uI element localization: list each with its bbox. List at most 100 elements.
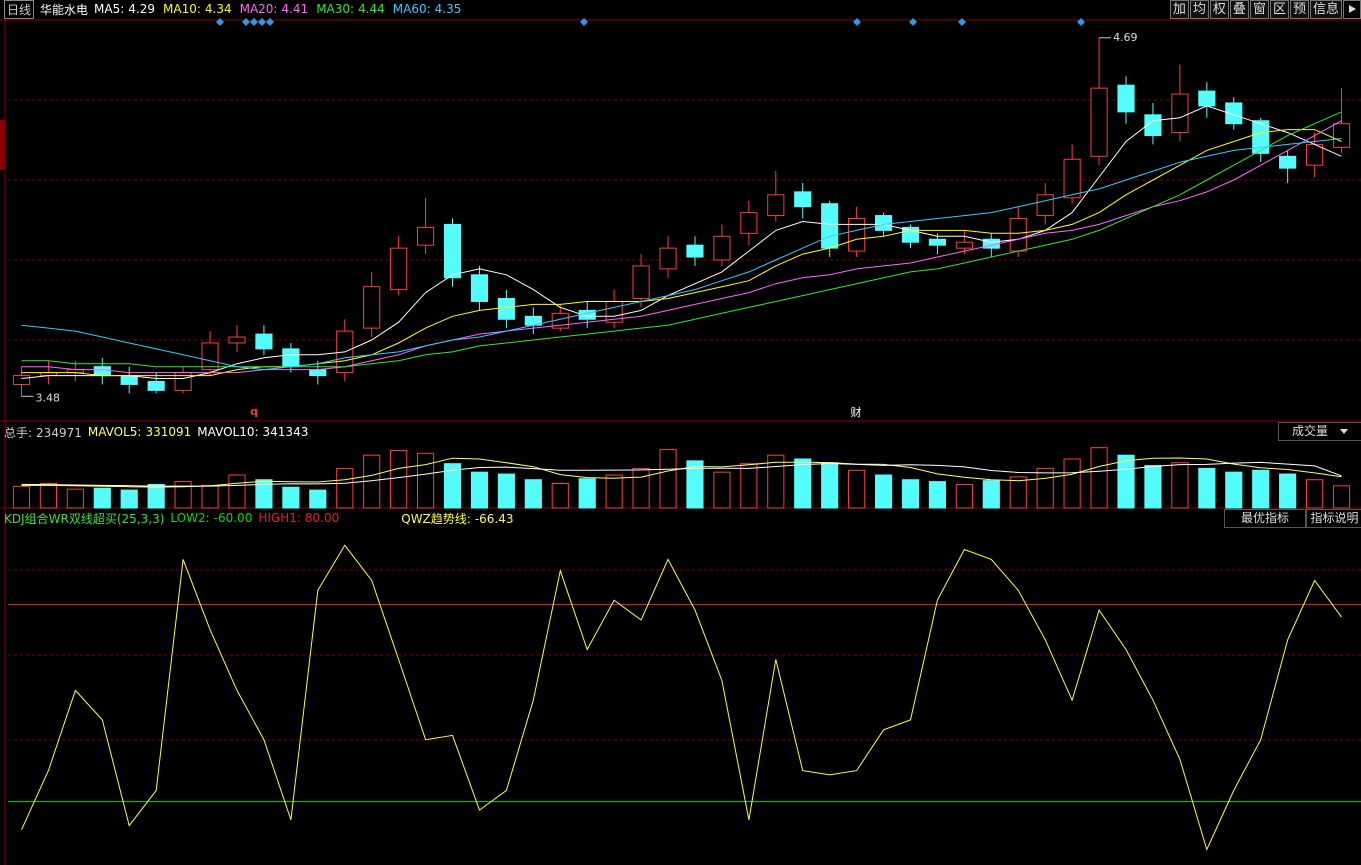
- candle-body: [767, 194, 785, 217]
- candle-body: [955, 241, 973, 249]
- legend-item: MAVOL5: 331091: [88, 425, 191, 439]
- candle-body: [12, 375, 31, 385]
- candle-body: [147, 380, 165, 391]
- legend-value: 341343: [262, 425, 309, 439]
- period: 日线: [4, 0, 35, 19]
- candle-body: [1171, 93, 1189, 134]
- legend-item: QWZ趋势线: -66.43: [401, 510, 513, 527]
- candle-body: [1117, 84, 1135, 113]
- volume-bar: [1117, 454, 1135, 509]
- legend-item: MA60: 4.35: [393, 2, 462, 16]
- candle-body: [120, 375, 138, 385]
- toolbar-button[interactable]: 区: [1269, 0, 1289, 19]
- volume-bar: [174, 481, 192, 509]
- volume-bar: [1279, 473, 1297, 509]
- legend-value: -60.00: [213, 511, 253, 525]
- indicator-select[interactable]: 成交量: [1278, 422, 1361, 441]
- legend-item: MAVOL10: 341343: [197, 425, 308, 439]
- toolbar-button[interactable]: 叠: [1229, 0, 1249, 19]
- candle-body: [1036, 194, 1054, 217]
- volume-bar: [416, 452, 435, 509]
- toolbar-button[interactable]: 窗: [1249, 0, 1269, 19]
- legend-name: LOW2:: [170, 511, 210, 525]
- mavol-line: [21, 461, 1342, 487]
- toolbar-button[interactable]: 权: [1209, 0, 1229, 19]
- event-marker: [1077, 18, 1085, 26]
- event-marker: [250, 18, 258, 26]
- side-tab: [0, 120, 5, 170]
- volume-bar: [605, 474, 623, 509]
- candle-body: [201, 342, 219, 371]
- candle-body: [632, 265, 650, 300]
- volume-bar: [39, 482, 57, 509]
- volume-bar: [201, 484, 219, 509]
- volume-bar: [1063, 458, 1081, 509]
- legend-item: LOW2: -60.00: [170, 511, 252, 525]
- legend-name: MAVOL10:: [197, 425, 259, 439]
- high-annotation: 4.69: [1113, 31, 1138, 44]
- volume-bar: [147, 483, 165, 509]
- volume-bar: [443, 463, 462, 509]
- candle-body: [740, 212, 758, 234]
- event-label: 财: [851, 405, 862, 419]
- volume-bar: [632, 467, 650, 509]
- volume-bar: [928, 481, 947, 509]
- legend-item: MA5: 4.29: [94, 2, 155, 16]
- ma-line: [21, 105, 1342, 379]
- candle-body: [470, 274, 489, 302]
- candle-body: [794, 191, 812, 208]
- volume-bar: [1009, 476, 1027, 509]
- legend-item: HIGH1: 80.00: [258, 511, 339, 525]
- volume-bar: [821, 462, 839, 509]
- volume-bar: [390, 449, 408, 509]
- ma-line: [21, 138, 1342, 371]
- candle-body: [255, 333, 273, 350]
- ma-line: [21, 120, 1342, 374]
- ma-line: [21, 129, 1342, 377]
- event-marker: [258, 18, 266, 26]
- volume-bar: [740, 463, 758, 509]
- button[interactable]: 指标说明: [1306, 509, 1361, 528]
- stock-name: 华能水电: [40, 2, 89, 17]
- candle-body: [659, 247, 677, 270]
- volume-bar: [1198, 467, 1216, 509]
- candle-body: [821, 203, 839, 249]
- candle-body: [1009, 218, 1027, 252]
- toolbar-button[interactable]: 加: [1169, 0, 1189, 19]
- event-marker: [580, 18, 588, 26]
- volume-bar: [686, 460, 704, 509]
- button[interactable]: 最优指标: [1224, 509, 1306, 528]
- candle-body: [874, 215, 893, 231]
- event-marker: [853, 18, 861, 26]
- volume-bar: [309, 489, 327, 509]
- candle-body: [443, 223, 462, 279]
- event-label: q: [250, 405, 258, 418]
- indicator-line: [21, 544, 1342, 851]
- volume-bar: [1144, 465, 1162, 509]
- candle-body: [309, 369, 327, 377]
- volume-bar: [93, 487, 111, 509]
- indicator-title: KDJ组合WR双线超买(25,3,3): [4, 511, 165, 526]
- toolbar-button[interactable]: 信息: [1309, 0, 1342, 19]
- candle-body: [93, 366, 111, 377]
- volume-bar: [1225, 471, 1243, 509]
- legend-value: -66.43: [474, 511, 514, 526]
- volume-bar: [848, 469, 866, 509]
- volume-bar: [524, 479, 542, 509]
- play-button[interactable]: [1343, 0, 1361, 19]
- legend-value: 4.34: [204, 2, 232, 16]
- toolbar-button[interactable]: 均: [1189, 0, 1209, 19]
- legend-name: MA30:: [316, 2, 355, 16]
- legend-name: QWZ趋势线:: [401, 511, 471, 526]
- ma-line: [21, 111, 1342, 368]
- legend-item: 总手: 234971: [4, 424, 82, 441]
- low-annotation: 3.48: [35, 391, 60, 404]
- volume-bar: [578, 478, 596, 509]
- volume-bar: [794, 458, 812, 509]
- legend-value: 80.00: [304, 511, 340, 525]
- legend-name: MA10:: [163, 2, 201, 16]
- toolbar-button[interactable]: 预: [1289, 0, 1309, 19]
- layout: [8, 99, 1361, 741]
- volume-bar: [497, 473, 515, 509]
- candle-body: [497, 298, 515, 320]
